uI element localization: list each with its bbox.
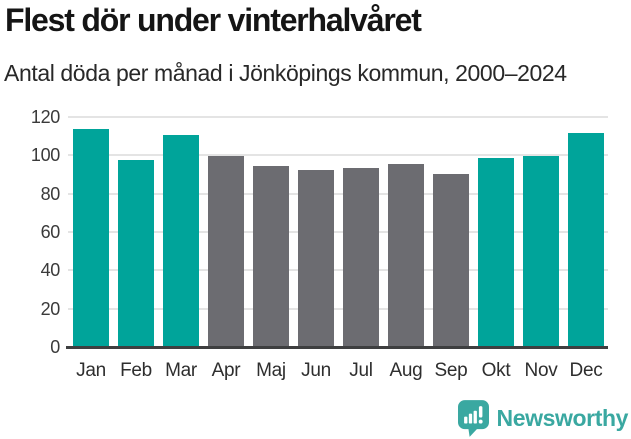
logo-bar-1 [463,416,467,424]
y-tick-label-80: 80 [40,183,61,204]
bar-jul [343,167,379,346]
gridline-60 [68,231,608,233]
bar-dec [568,133,604,346]
logo-bar-3 [473,410,477,424]
gridline-120 [68,116,608,118]
x-tick-label-feb: Feb [120,360,152,381]
bar-okt [478,158,514,346]
gridline-100 [68,154,608,157]
x-tick-label-aug: Aug [389,360,423,381]
bar-maj [253,165,289,346]
gridline-80 [68,192,608,195]
y-tick-label-40: 40 [40,260,61,281]
chart-title: Flest dör under vinterhalvåret [5,2,422,38]
newsworthy-attribution-link[interactable]: Newsworthy [457,400,629,437]
y-tick-label-120: 120 [30,107,60,127]
logo-exclamation-dot [478,419,483,424]
logo-bar-2 [468,413,472,424]
y-tick-label-100: 100 [30,145,60,166]
y-tick-label-60: 60 [40,222,61,242]
x-tick-label-maj: Maj [256,360,286,381]
gridline-20 [68,307,608,310]
newsworthy-logo-icon [457,400,489,437]
y-tick-label-0: 0 [50,337,60,357]
x-tick-label-sep: Sep [434,360,468,381]
bar-jan [73,129,109,346]
x-tick-label-okt: Okt [481,360,511,381]
y-tick-label-20: 20 [40,298,61,319]
x-tick-label-mar: Mar [165,360,197,381]
bar-mar [163,135,199,346]
chart-subtitle: Antal döda per månad i Jönköpings kommun… [4,60,567,86]
gridline-40 [68,269,608,272]
bar-sep [433,173,469,346]
bar-feb [118,160,154,346]
bar-nov [523,156,559,346]
bar-aug [388,163,424,346]
x-tick-label-nov: Nov [524,360,558,381]
x-tick-label-dec: Dec [569,360,603,381]
bar-apr [208,156,244,346]
x-axis-line [66,346,608,349]
brand-name: Newsworthy [496,405,629,431]
bar-jun [298,169,334,346]
logo-exclamation-stem [478,406,482,418]
x-tick-label-jan: Jan [76,360,106,381]
x-tick-label-jun: Jun [301,360,331,381]
x-tick-label-apr: Apr [211,360,241,381]
x-tick-label-jul: Jul [349,360,373,381]
